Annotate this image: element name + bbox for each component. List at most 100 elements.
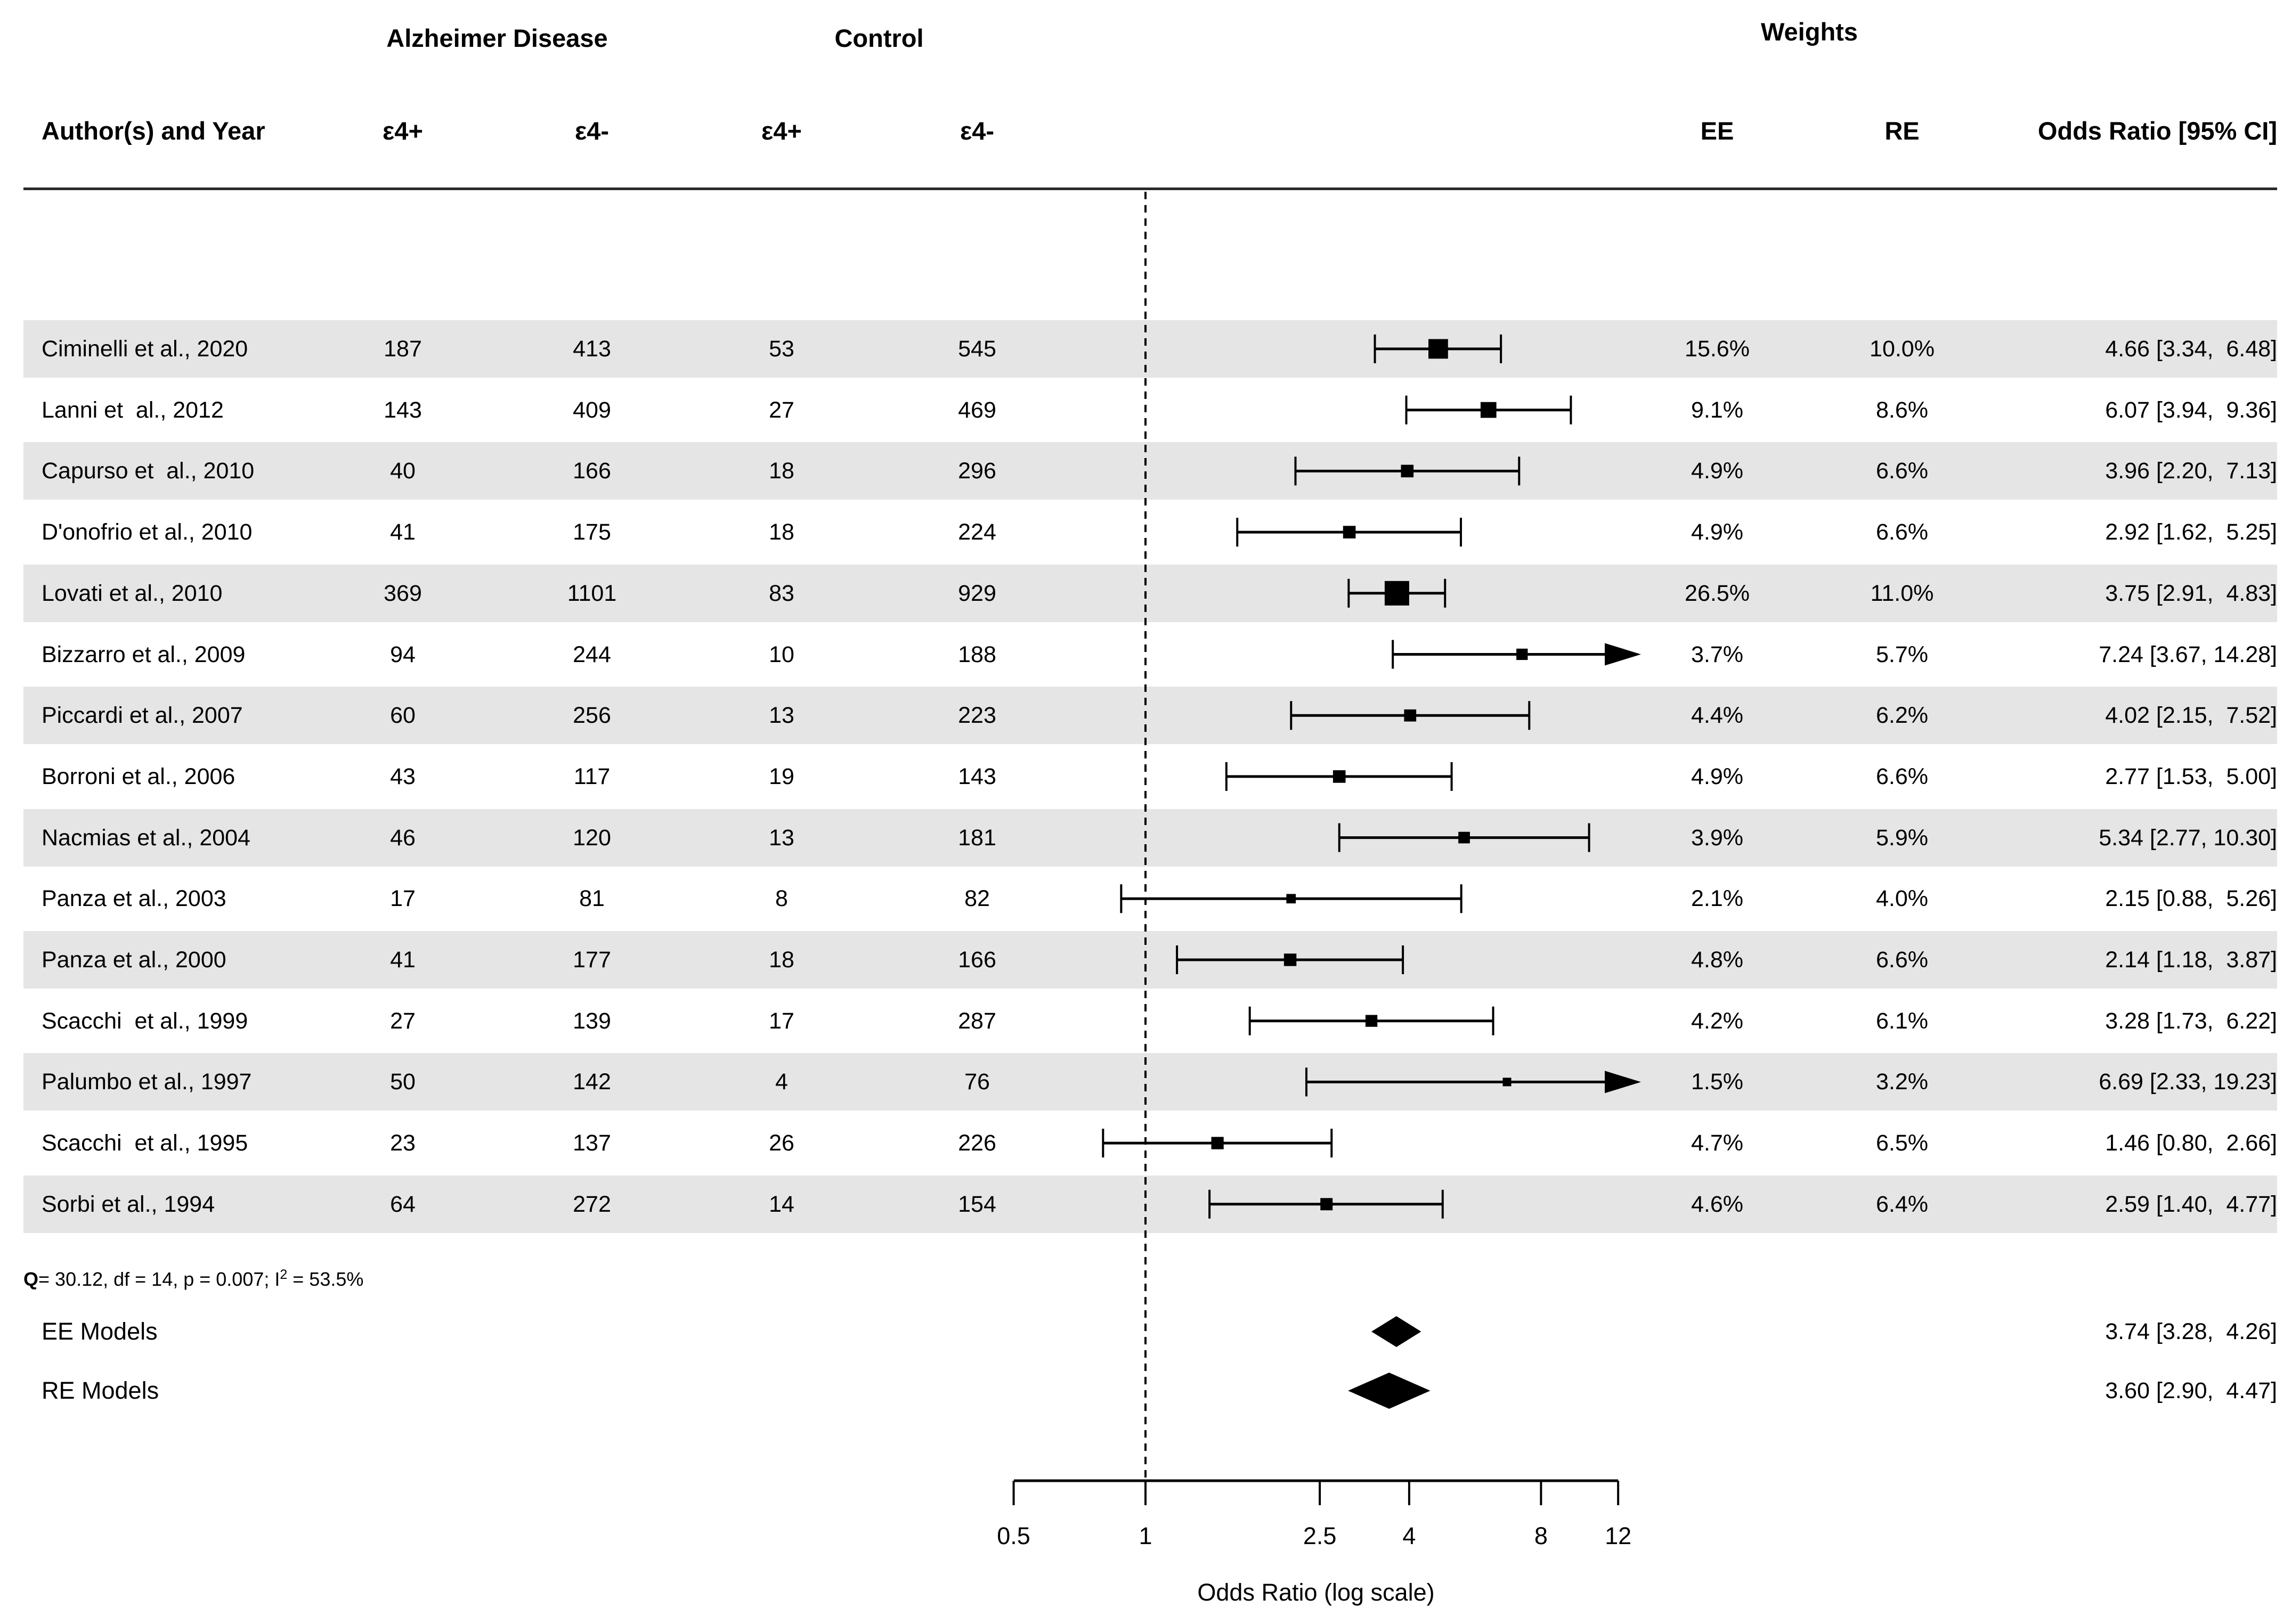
- ad-e4neg-count: 137: [573, 1130, 611, 1156]
- ad-e4neg-count: 413: [573, 336, 611, 362]
- effect-square: [1343, 526, 1356, 538]
- header-rule: [23, 187, 2277, 190]
- ad-e4pos-count: 94: [390, 641, 416, 667]
- ad-e4neg-count: 142: [573, 1069, 611, 1095]
- re-weight: 3.2%: [1875, 1069, 1928, 1095]
- ad-e4neg-count: 166: [573, 458, 611, 484]
- author-label: Panza et al., 2000: [42, 947, 226, 973]
- ctrl-e4neg-count: 76: [964, 1069, 990, 1095]
- q-mid: = 30.12, df = 14, p = 0.007; I: [38, 1268, 280, 1290]
- summary-odds-ratio-ci: 3.74 [3.28, 4.26]: [2105, 1319, 2277, 1344]
- odds-ratio-ci: 2.77 [1.53, 5.00]: [2105, 763, 2277, 789]
- ad-e4neg-count: 256: [573, 703, 611, 729]
- ee-weight: 26.5%: [1685, 580, 1750, 606]
- author-label: Ciminelli et al., 2020: [42, 336, 248, 362]
- author-label: Borroni et al., 2006: [42, 763, 235, 789]
- group-header-alzheimer: Alzheimer Disease: [386, 24, 608, 52]
- effect-square: [1404, 709, 1417, 722]
- ctrl-e4pos-count: 18: [769, 458, 794, 484]
- ctrl-e4pos-count: 18: [769, 519, 794, 545]
- ad-e4pos-count: 369: [384, 580, 422, 606]
- ctrl-e4pos-count: 10: [769, 641, 794, 667]
- group-header-weights: Weights: [1761, 18, 1858, 46]
- ee-weight: 4.9%: [1691, 519, 1743, 545]
- odds-ratio-ci: 5.34 [2.77, 10.30]: [2099, 825, 2277, 851]
- author-label: Nacmias et al., 2004: [42, 825, 250, 851]
- ctrl-e4neg-count: 224: [958, 519, 996, 545]
- odds-ratio-ci: 3.96 [2.20, 7.13]: [2105, 458, 2277, 484]
- summary-diamond: [1371, 1316, 1421, 1347]
- x-axis-tick-label: 8: [1534, 1522, 1548, 1549]
- x-axis-tick-label: 0.5: [997, 1522, 1030, 1549]
- effect-square: [1458, 831, 1470, 844]
- q-label: Q: [23, 1268, 39, 1290]
- re-weight: 6.5%: [1875, 1130, 1928, 1156]
- col-header-odds-ratio: Odds Ratio [95% CI]: [2037, 117, 2277, 145]
- odds-ratio-ci: 7.24 [3.67, 14.28]: [2099, 641, 2277, 667]
- ad-e4pos-count: 143: [384, 397, 422, 423]
- ad-e4pos-count: 17: [390, 886, 416, 912]
- re-weight: 4.0%: [1875, 886, 1928, 912]
- ee-weight: 15.6%: [1685, 336, 1750, 362]
- author-label: Sorbi et al., 1994: [42, 1191, 215, 1217]
- ctrl-e4neg-count: 181: [958, 825, 996, 851]
- author-label: Panza et al., 2003: [42, 886, 226, 912]
- re-weight: 5.9%: [1875, 825, 1928, 851]
- ee-weight: 4.4%: [1691, 703, 1743, 729]
- x-axis-tick-label: 1: [1139, 1522, 1152, 1549]
- ad-e4pos-count: 23: [390, 1130, 416, 1156]
- summary-label: EE Models: [42, 1318, 158, 1345]
- ctrl-e4neg-count: 469: [958, 397, 996, 423]
- ctrl-e4pos-count: 53: [769, 336, 794, 362]
- effect-square: [1384, 581, 1409, 606]
- ctrl-e4pos-count: 18: [769, 947, 794, 973]
- col-header-ctrl-e4neg: ε4-: [960, 117, 995, 145]
- re-weight: 11.0%: [1870, 580, 1934, 606]
- q-end: = 53.5%: [287, 1268, 364, 1290]
- odds-ratio-ci: 3.75 [2.91, 4.83]: [2105, 580, 2277, 606]
- row-band: [23, 1053, 2277, 1111]
- ctrl-e4neg-count: 188: [958, 641, 996, 667]
- ctrl-e4neg-count: 82: [964, 886, 990, 912]
- effect-square: [1211, 1137, 1224, 1149]
- ctrl-e4neg-count: 296: [958, 458, 996, 484]
- effect-square: [1502, 1078, 1512, 1087]
- ctrl-e4pos-count: 13: [769, 703, 794, 729]
- ctrl-e4pos-count: 26: [769, 1130, 794, 1156]
- ci-arrow-right: [1605, 1071, 1641, 1093]
- odds-ratio-ci: 2.92 [1.62, 5.25]: [2105, 519, 2277, 545]
- ee-weight: 4.8%: [1691, 947, 1743, 973]
- author-label: Palumbo et al., 1997: [42, 1069, 252, 1095]
- author-label: Capurso et al., 2010: [42, 458, 255, 484]
- ctrl-e4neg-count: 545: [958, 336, 996, 362]
- re-weight: 6.6%: [1875, 519, 1928, 545]
- odds-ratio-ci: 6.69 [2.33, 19.23]: [2099, 1069, 2277, 1095]
- x-axis-tick-label: 4: [1402, 1522, 1416, 1549]
- ctrl-e4pos-count: 13: [769, 825, 794, 851]
- ctrl-e4pos-count: 27: [769, 397, 794, 423]
- re-weight: 10.0%: [1870, 336, 1935, 362]
- odds-ratio-ci: 4.02 [2.15, 7.52]: [2105, 703, 2277, 729]
- effect-square: [1333, 770, 1346, 783]
- effect-square: [1365, 1015, 1378, 1027]
- ad-e4pos-count: 50: [390, 1069, 416, 1095]
- effect-square: [1401, 464, 1414, 478]
- ad-e4pos-count: 60: [390, 703, 416, 729]
- ad-e4neg-count: 175: [573, 519, 611, 545]
- summary-odds-ratio-ci: 3.60 [2.90, 4.47]: [2105, 1378, 2277, 1403]
- col-header-ad-e4neg: ε4-: [574, 117, 610, 145]
- ee-weight: 4.2%: [1691, 1008, 1743, 1034]
- x-axis-tick-label: 12: [1605, 1522, 1632, 1549]
- col-header-re: RE: [1884, 117, 1920, 145]
- ctrl-e4pos-count: 19: [769, 763, 794, 789]
- ad-e4neg-count: 120: [573, 825, 611, 851]
- ctrl-e4pos-count: 4: [775, 1069, 788, 1095]
- ctrl-e4pos-count: 83: [769, 580, 794, 606]
- group-header-control: Control: [834, 24, 924, 52]
- ee-weight: 4.9%: [1691, 458, 1743, 484]
- ctrl-e4neg-count: 143: [958, 763, 996, 789]
- ad-e4neg-count: 1101: [567, 580, 617, 606]
- ctrl-e4neg-count: 226: [958, 1130, 996, 1156]
- ee-weight: 2.1%: [1691, 886, 1743, 912]
